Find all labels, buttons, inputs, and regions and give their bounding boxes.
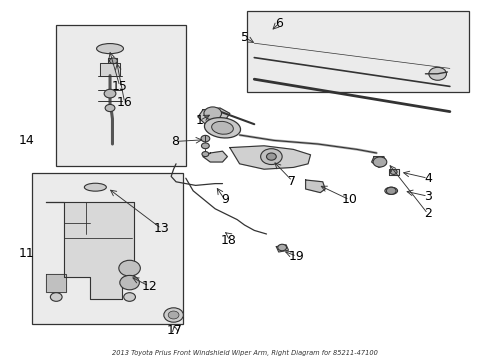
Polygon shape — [229, 146, 310, 169]
Circle shape — [201, 135, 209, 142]
Circle shape — [389, 170, 396, 175]
Text: 2013 Toyota Prius Front Windshield Wiper Arm, Right Diagram for 85211-47100: 2013 Toyota Prius Front Windshield Wiper… — [111, 350, 377, 356]
Ellipse shape — [211, 121, 233, 134]
Circle shape — [203, 107, 221, 120]
Text: 9: 9 — [221, 193, 228, 206]
Text: 6: 6 — [274, 17, 282, 30]
Text: 16: 16 — [117, 96, 132, 109]
Polygon shape — [198, 108, 229, 124]
Circle shape — [428, 67, 446, 80]
Ellipse shape — [96, 44, 123, 54]
Text: 17: 17 — [167, 324, 183, 337]
Text: 1: 1 — [195, 114, 203, 127]
Text: 15: 15 — [112, 80, 127, 93]
Ellipse shape — [84, 183, 106, 191]
Polygon shape — [107, 58, 117, 63]
Circle shape — [123, 293, 135, 301]
Text: 8: 8 — [171, 135, 179, 148]
Circle shape — [386, 187, 395, 194]
Bar — [32, 173, 183, 324]
Circle shape — [163, 308, 183, 322]
Circle shape — [50, 293, 62, 301]
Text: 7: 7 — [288, 175, 296, 188]
Circle shape — [168, 311, 179, 319]
Circle shape — [120, 275, 139, 290]
Text: 2: 2 — [423, 207, 431, 220]
Polygon shape — [371, 157, 386, 167]
Text: 12: 12 — [141, 280, 157, 293]
Polygon shape — [100, 63, 120, 76]
Text: 14: 14 — [19, 134, 34, 147]
Polygon shape — [305, 180, 325, 193]
Text: 5: 5 — [241, 31, 249, 44]
Circle shape — [104, 89, 116, 98]
Text: 19: 19 — [288, 250, 304, 263]
Text: 11: 11 — [19, 247, 34, 260]
Circle shape — [105, 104, 115, 112]
Circle shape — [201, 143, 209, 149]
Ellipse shape — [204, 118, 240, 138]
Bar — [246, 11, 468, 92]
Text: 13: 13 — [153, 222, 169, 235]
Bar — [56, 25, 185, 166]
Text: 3: 3 — [423, 190, 431, 203]
Polygon shape — [388, 169, 398, 175]
Circle shape — [109, 58, 117, 64]
Polygon shape — [46, 274, 66, 292]
Text: 4: 4 — [423, 172, 431, 185]
Circle shape — [372, 157, 386, 167]
Polygon shape — [46, 202, 134, 299]
Text: 18: 18 — [220, 234, 236, 247]
Polygon shape — [276, 245, 288, 252]
Circle shape — [260, 149, 282, 165]
Polygon shape — [203, 151, 227, 162]
Circle shape — [202, 152, 208, 157]
Circle shape — [277, 244, 286, 251]
Circle shape — [266, 153, 276, 160]
Circle shape — [119, 260, 140, 276]
Text: 10: 10 — [341, 193, 357, 206]
Ellipse shape — [384, 187, 397, 194]
